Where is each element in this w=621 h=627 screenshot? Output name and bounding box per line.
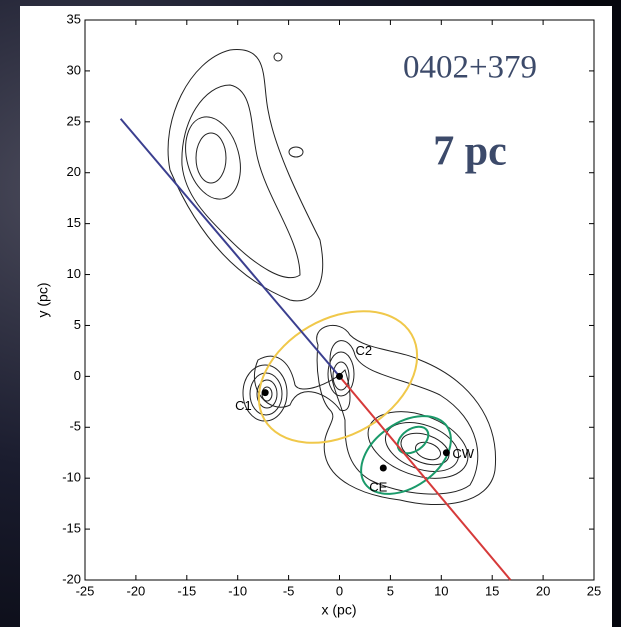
x-axis-label: x (pc) [322,602,357,618]
component-label: C2 [356,343,373,358]
jet-axis-line [119,118,341,378]
panel [20,6,612,627]
y-tick-label: -20 [62,571,81,586]
x-tick-label: -20 [127,583,146,598]
x-tick-label: 20 [536,583,550,598]
component-label: CE [369,479,387,494]
x-tick-label: 15 [485,583,499,598]
chart-subtitle: 7 pc [433,129,507,175]
jet-axis-line [338,375,512,581]
component-label: C1 [235,398,252,413]
y-tick-label: -10 [62,470,81,485]
ellipse [360,415,452,495]
y-tick-label: 10 [67,266,81,281]
x-tick-label: -10 [228,583,247,598]
x-tick-label: -5 [283,583,295,598]
x-tick-label: 10 [434,583,448,598]
y-axis-label: y (pc) [35,283,51,318]
y-tick-label: 25 [67,113,81,128]
component-point [379,464,387,472]
x-tick-label: 25 [587,583,601,598]
y-tick-label: 30 [67,62,81,77]
contours [167,49,497,505]
y-tick-label: 35 [67,11,81,26]
x-tick-label: 5 [387,583,394,598]
component-point [261,389,269,397]
x-tick-label: -15 [177,583,196,598]
x-tick-label: 0 [336,583,343,598]
y-tick-label: -15 [62,521,81,536]
y-tick-label: 20 [67,164,81,179]
component-label: CW [452,446,474,461]
y-tick-label: 5 [74,317,81,332]
ellipse [257,310,419,444]
component-point [336,372,343,380]
y-tick-label: -5 [69,419,81,434]
y-tick-label: 0 [74,368,81,383]
component-point [442,449,450,457]
x-tick-label: -25 [76,583,95,598]
y-tick-label: 15 [67,215,81,230]
chart-title: 0402+379 [403,50,537,86]
ellipse [396,425,430,455]
